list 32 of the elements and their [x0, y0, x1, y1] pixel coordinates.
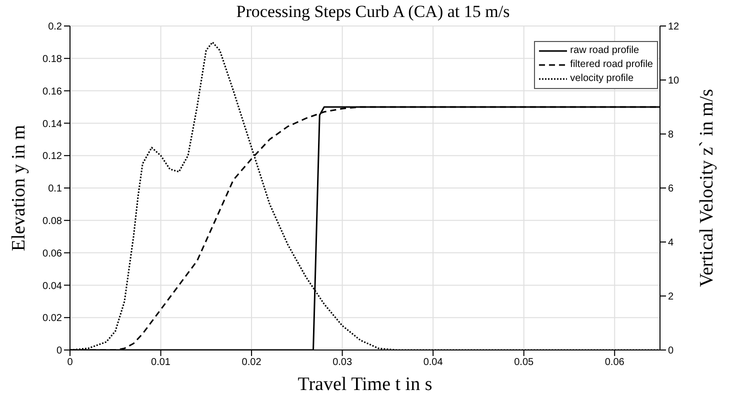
y2-tick-label: 8 [668, 130, 674, 141]
x-tick-label: 0.03 [332, 357, 352, 368]
y2-tick-label: 4 [668, 238, 674, 249]
x-tick-label: 0 [67, 357, 74, 368]
x-tick-label: 0.01 [151, 357, 171, 368]
y-tick-label: 0.06 [42, 248, 62, 260]
x-axis-title: Travel Time t in s [298, 374, 432, 395]
y2-tick-label: 2 [668, 292, 674, 303]
x-tick-label: 0.06 [604, 357, 625, 368]
chart-title: Processing Steps Curb A (CA) at 15 m/s [235, 2, 511, 22]
y2-tick-label: 0 [668, 346, 674, 357]
legend-label: filtered road profile [570, 58, 653, 72]
x-tick-label: 0.04 [423, 357, 444, 368]
y-tick-label: 0.16 [42, 86, 62, 98]
y2-axis-title: Vertical Velocity z` in m/s [696, 88, 718, 288]
y-axis-title: Elevation y in m [8, 124, 30, 252]
y-tick-label: 0.12 [42, 151, 62, 162]
legend-label: velocity profile [570, 72, 634, 86]
x-tick-label: 0.02 [242, 357, 262, 368]
x-tick-label: 0.05 [514, 357, 534, 368]
y-tick-label: 0.1 [48, 184, 62, 195]
y-tick-label: 0 [56, 346, 62, 357]
y-tick-label: 0.18 [42, 54, 62, 65]
y-tick-label: 0.14 [42, 118, 62, 130]
y-tick-label: 0.04 [42, 280, 62, 292]
y-tick-label: 0.02 [42, 313, 62, 324]
y2-tick-label: 10 [668, 76, 680, 87]
y2-tick-label: 6 [668, 184, 674, 195]
legend-label: raw road profile [570, 44, 640, 58]
y-tick-label: 0.2 [48, 22, 62, 33]
y2-tick-label: 12 [668, 22, 680, 33]
y-tick-label: 0.08 [42, 216, 62, 227]
